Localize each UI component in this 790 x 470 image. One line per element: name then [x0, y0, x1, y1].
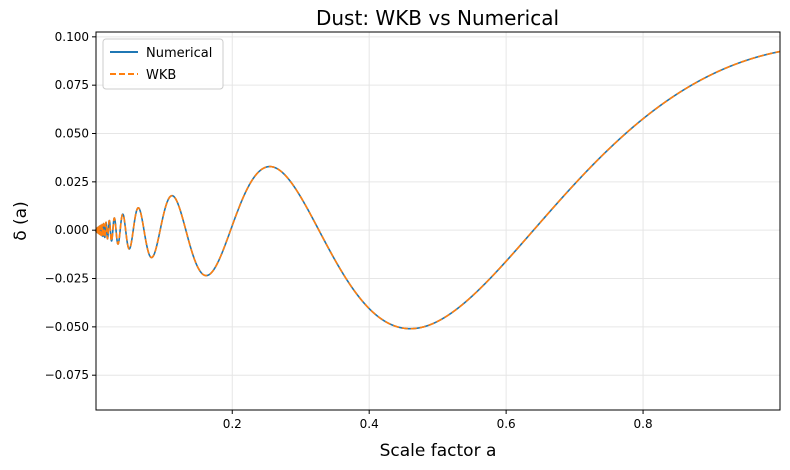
- x-tick-label: 0.4: [360, 417, 379, 431]
- y-tick-label: 0.075: [55, 78, 89, 92]
- plot-lines: [95, 50, 781, 330]
- y-axis-title: δ (a): [11, 201, 31, 241]
- legend-label-wkb: WKB: [146, 68, 176, 83]
- y-tick-label: 0.050: [55, 127, 89, 141]
- plot-frame: [95, 31, 781, 411]
- y-tick-label: −0.025: [45, 272, 89, 286]
- y-tick-label: −0.075: [45, 368, 89, 382]
- y-tick-label: 0.000: [55, 223, 89, 237]
- x-axis: 0.2 0.4 0.6 0.8: [223, 410, 653, 431]
- x-tick-label: 0.8: [634, 417, 653, 431]
- y-axis: −0.075 −0.050 −0.025 0.000 0.025 0.050 0.075 0.…: [45, 30, 96, 382]
- y-tick-label: −0.050: [45, 320, 89, 334]
- y-tick-label: 0.100: [55, 30, 89, 44]
- x-tick-label: 0.2: [223, 417, 242, 431]
- legend: Numerical WKB: [102, 38, 224, 90]
- legend-label-numerical: Numerical: [146, 46, 212, 61]
- y-tick-label: 0.025: [55, 175, 89, 189]
- x-axis-title: Scale factor a: [380, 441, 497, 461]
- series-line-wkb: [95, 50, 781, 330]
- x-tick-label: 0.6: [497, 417, 516, 431]
- grid: [96, 32, 780, 410]
- chart-title: Dust: WKB vs Numerical: [316, 6, 559, 30]
